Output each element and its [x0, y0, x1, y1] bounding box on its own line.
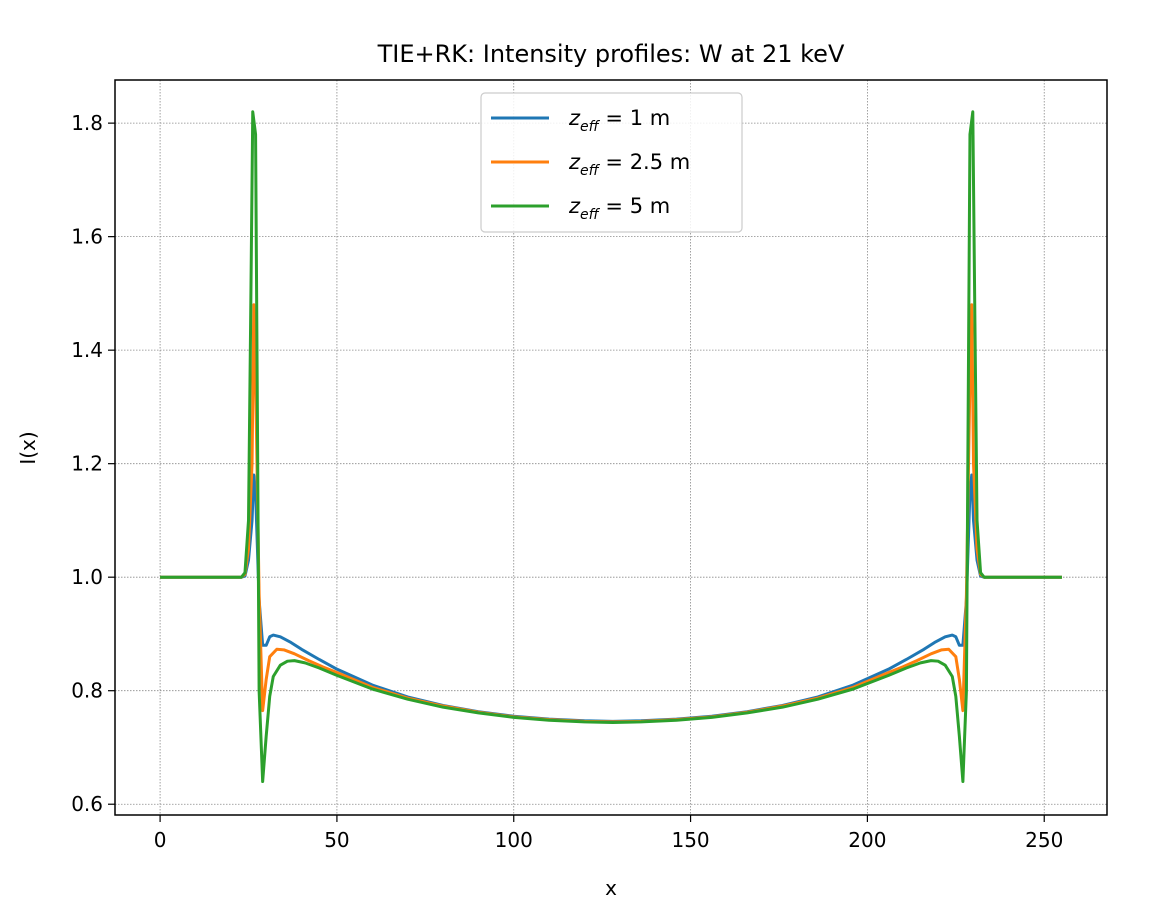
- y-axis-label: I(x): [16, 431, 40, 464]
- y-tick-label: 1.0: [71, 565, 103, 589]
- series-line-3: [160, 110, 1062, 784]
- x-axis-ticks: 0 50 100 150 200 250: [154, 815, 1063, 852]
- chart-title: TIE+RK: Intensity profiles: W at 21 keV: [377, 40, 845, 68]
- y-tick-label: 1.4: [71, 338, 103, 362]
- y-tick-label: 0.6: [71, 792, 103, 816]
- x-tick-label: 100: [495, 828, 533, 852]
- x-tick-label: 150: [671, 828, 709, 852]
- y-tick-label: 1.6: [71, 225, 103, 249]
- y-tick-label: 1.8: [71, 111, 103, 135]
- x-tick-label: 200: [848, 828, 886, 852]
- x-tick-label: 0: [154, 828, 167, 852]
- x-tick-label: 50: [324, 828, 349, 852]
- legend-entry-label: zeff = 5 m: [568, 194, 670, 223]
- x-tick-label: 250: [1025, 828, 1063, 852]
- y-tick-label: 0.8: [71, 679, 103, 703]
- legend-entry-label: zeff = 2.5 m: [568, 150, 690, 179]
- series-lines: [160, 110, 1062, 784]
- legend: zeff = 1 m zeff = 2.5 m zeff = 5 m: [480, 92, 743, 233]
- legend-entry-label: zeff = 1 m: [568, 106, 670, 135]
- x-axis-label: x: [605, 876, 617, 900]
- plot-frame: [114, 79, 1108, 816]
- y-tick-label: 1.2: [71, 452, 103, 476]
- y-axis-ticks: 0.6 0.8 1.0 1.2 1.4 1.6 1.8: [71, 111, 115, 816]
- grid: [115, 80, 1107, 815]
- legend-box: [480, 92, 743, 233]
